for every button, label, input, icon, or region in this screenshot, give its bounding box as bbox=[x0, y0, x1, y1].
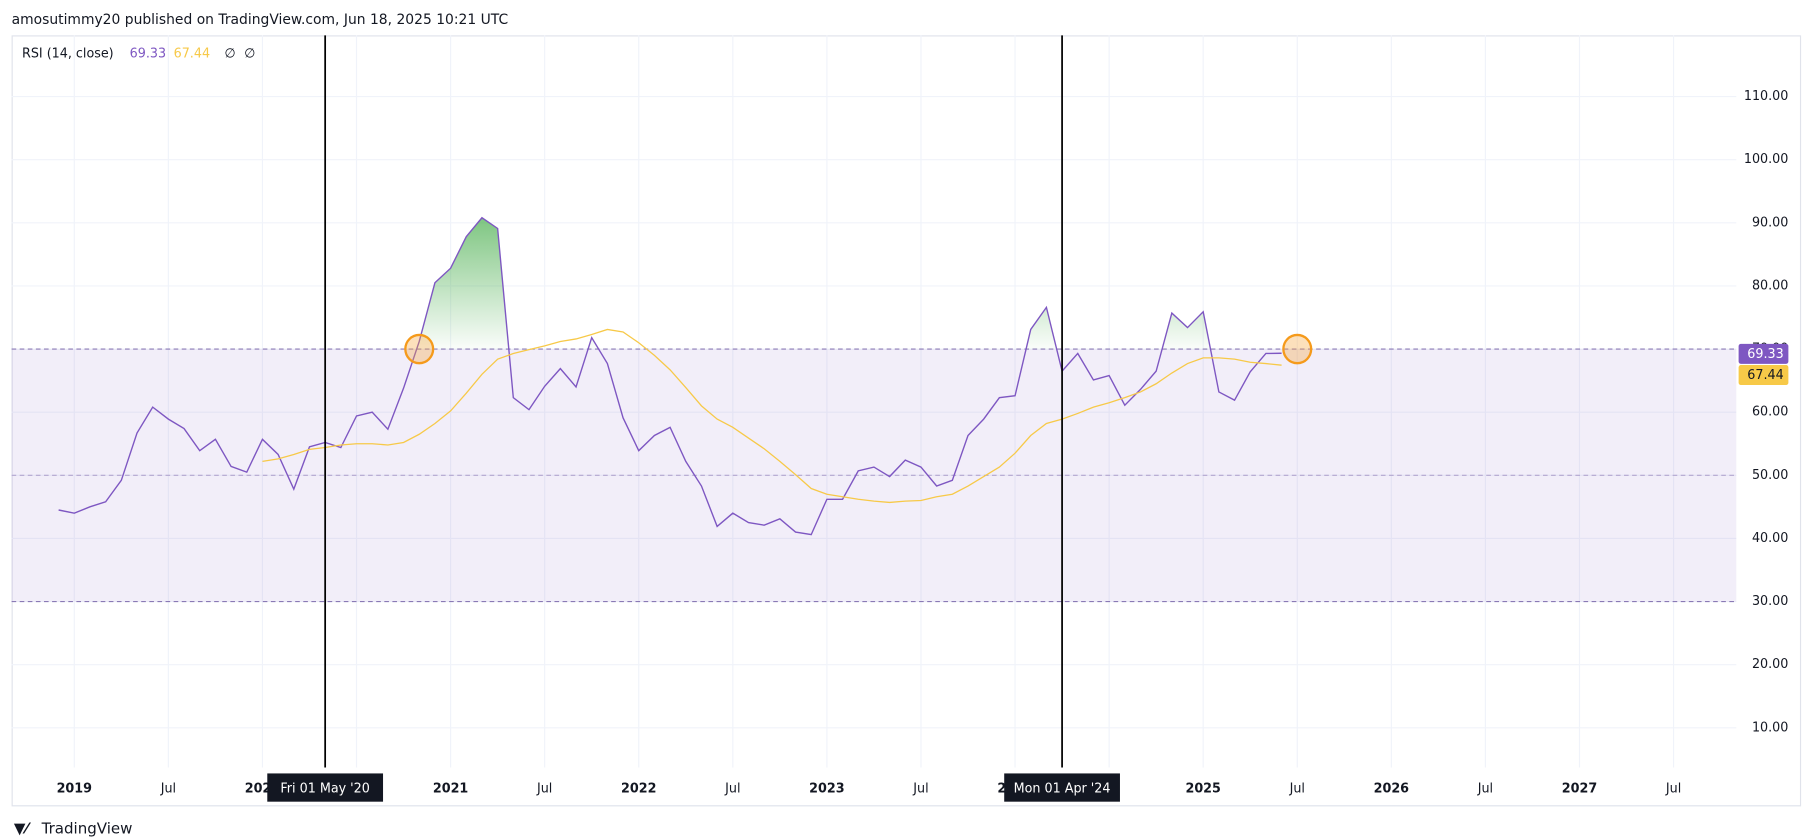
y-tick-label: 110.00 bbox=[1744, 89, 1789, 104]
price-label: 67.44 bbox=[1747, 368, 1783, 383]
logo-icon: ▼⁄ bbox=[14, 819, 32, 837]
y-tick-label: 80.00 bbox=[1752, 278, 1788, 293]
x-tick-label: 2027 bbox=[1562, 781, 1597, 796]
x-tick-label: Jul bbox=[536, 781, 552, 796]
legend-value: 69.33 bbox=[130, 47, 166, 62]
y-tick-label: 20.00 bbox=[1752, 657, 1788, 672]
x-tick-label: Jul bbox=[160, 781, 176, 796]
indicator-name: RSI (14, close) bbox=[22, 47, 114, 62]
x-tick-label: 2022 bbox=[621, 781, 656, 796]
highlight-circle bbox=[404, 333, 435, 365]
price-label-bg bbox=[1738, 365, 1789, 386]
overbought-fill bbox=[416, 217, 1211, 350]
price-label: 69.33 bbox=[1747, 347, 1783, 362]
x-tick-label: Jul bbox=[1665, 781, 1681, 796]
y-tick-label: 100.00 bbox=[1744, 152, 1789, 167]
footer-text: TradingView bbox=[41, 819, 133, 837]
chart-frame bbox=[11, 35, 1802, 807]
x-tick-label: 2025 bbox=[1185, 781, 1220, 796]
x-tick-label: 2026 bbox=[1374, 781, 1409, 796]
crosshair-label: Mon 01 Apr '24 bbox=[1014, 781, 1111, 796]
legend: RSI (14, close) 69.33 67.44 ∅ ∅ bbox=[22, 47, 255, 62]
legend-mark: ∅ bbox=[244, 47, 255, 62]
y-tick-label: 40.00 bbox=[1752, 531, 1788, 546]
x-tick-label: 2019 bbox=[57, 781, 92, 796]
price-label-bg bbox=[1738, 343, 1789, 364]
header: amosutimmy20 published on TradingView.co… bbox=[12, 12, 509, 28]
x-tick-label: Jul bbox=[1289, 781, 1305, 796]
x-tick-label: Jul bbox=[912, 781, 928, 796]
footer: ▼⁄ TradingView bbox=[14, 819, 133, 837]
legend-mark: ∅ bbox=[225, 47, 236, 62]
y-tick-label: 30.00 bbox=[1752, 594, 1788, 609]
y-tick-label: 50.00 bbox=[1752, 468, 1788, 483]
y-tick-label: 90.00 bbox=[1752, 215, 1788, 230]
x-tick-label: Jul bbox=[724, 781, 740, 796]
crosshair-label-bg bbox=[267, 773, 384, 802]
legend-value: 67.44 bbox=[174, 47, 210, 62]
crosshair-label: Fri 01 May '20 bbox=[280, 781, 369, 796]
highlight-circle bbox=[1282, 333, 1313, 365]
x-tick-label: 2023 bbox=[809, 781, 844, 796]
crosshair-label-bg bbox=[1004, 773, 1120, 802]
y-tick-label: 60.00 bbox=[1752, 405, 1788, 420]
series-line bbox=[262, 328, 1282, 504]
series-line bbox=[58, 216, 1282, 536]
y-tick-label: 10.00 bbox=[1752, 720, 1788, 735]
x-tick-label: Jul bbox=[1477, 781, 1493, 796]
x-tick-label: 2021 bbox=[433, 781, 468, 796]
